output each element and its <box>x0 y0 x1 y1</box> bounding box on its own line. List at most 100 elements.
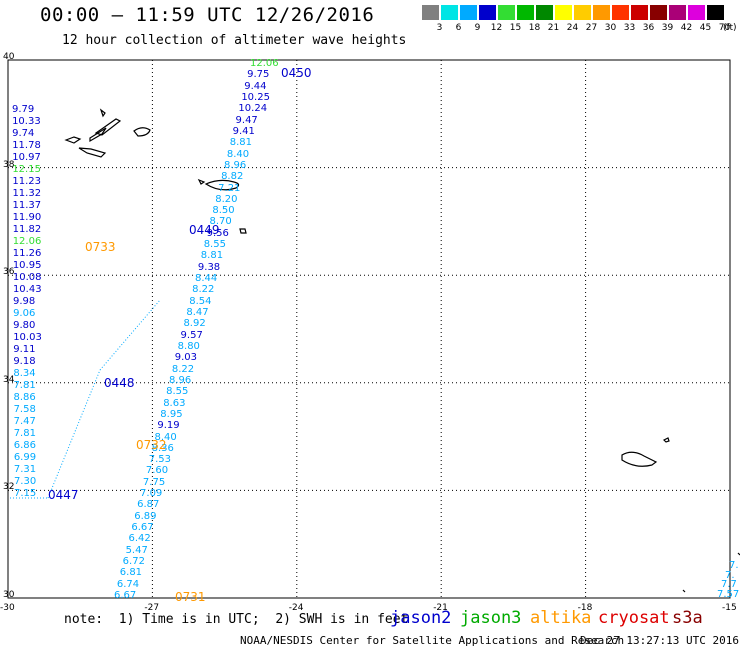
colorbar-swatch <box>669 5 686 20</box>
track-dotted-line <box>99 299 161 371</box>
colorbar-swatch <box>555 5 572 20</box>
wave-height-value: 7.7 <box>721 579 737 591</box>
wave-height-value: 9.79 <box>12 104 35 115</box>
colorbar-swatch <box>631 5 648 20</box>
wave-height-value: 9.03 <box>174 352 198 364</box>
wave-height-value: 6.89 <box>134 510 157 522</box>
wave-height-value: 9.98 <box>13 296 36 307</box>
colorbar-label: 9 <box>474 23 481 33</box>
wave-height-value: 6.67 <box>131 522 154 534</box>
longitude-label: -21 <box>433 603 448 613</box>
wave-height-value: 8.22 <box>192 284 215 296</box>
colorbar-swatch <box>612 5 629 20</box>
longitude-label: -30 <box>0 603 15 613</box>
colorbar-unit: (ft) <box>723 23 737 33</box>
wave-height-value: 8.82 <box>221 171 244 183</box>
wave-height-value: 7. <box>729 560 739 571</box>
wave-height-value: 7.09 <box>140 488 163 500</box>
wave-height-value: 10.25 <box>241 91 270 103</box>
colorbar-swatch <box>498 5 515 20</box>
colorbar-label: 39 <box>661 23 674 33</box>
island-santa-maria <box>239 228 247 234</box>
colorbar-swatch <box>441 5 458 20</box>
wave-height-value: 7.58 <box>13 404 36 415</box>
colorbar-label: 45 <box>699 23 712 33</box>
wave-height-value: 10.97 <box>12 152 41 163</box>
island-pico <box>89 127 107 143</box>
colorbar-swatch <box>460 5 477 20</box>
wave-height-value: 8.22 <box>171 363 195 375</box>
wave-height-value: 6.42 <box>128 533 151 545</box>
wave-height-value: 8.54 <box>189 295 212 307</box>
wave-height-value: 11.32 <box>12 188 42 199</box>
wave-height-value: 6.86 <box>13 440 37 451</box>
pass-time-label: 0732 <box>136 438 167 452</box>
satellite-legend-item: altika <box>530 608 592 628</box>
colorbar-label: 42 <box>680 23 693 33</box>
wave-height-value: 8.50 <box>212 205 235 217</box>
wave-height-value: 8.55 <box>203 239 226 251</box>
island-flores <box>99 108 106 118</box>
wave-height-value: 9.18 <box>13 356 36 367</box>
wave-height-value: 10.08 <box>12 272 42 283</box>
longitude-label: -18 <box>577 603 593 613</box>
pass-time-label: 0450 <box>281 66 312 80</box>
wave-height-value: 8.63 <box>163 397 186 409</box>
wave-height-value: 6.99 <box>13 452 37 463</box>
wave-height-value: 8.20 <box>215 193 238 205</box>
latitude-label: 34 <box>3 374 15 385</box>
colorbar-swatch <box>707 5 724 20</box>
wave-height-value: 10.95 <box>12 260 42 271</box>
footer-timestamp: Dec 27 13:27:13 UTC 2016 <box>580 634 739 647</box>
wave-height-value: 9.47 <box>235 114 258 126</box>
graticule <box>8 60 730 598</box>
wave-height-value: 11.23 <box>12 176 42 187</box>
wave-height-value: 11.90 <box>12 212 42 223</box>
latitude-label: 32 <box>3 482 15 493</box>
wave-height-value: 8.96 <box>223 159 247 171</box>
colorbar-label: 27 <box>585 23 598 33</box>
wave-height-value: 11.37 <box>12 200 42 211</box>
latitude-label: 40 <box>3 52 15 62</box>
satellite-legend-item: jason2 <box>390 608 452 628</box>
longitude-label: -27 <box>144 603 160 613</box>
pass-time-label: 0447 <box>48 488 79 502</box>
wave-height-value: 8.40 <box>226 148 250 160</box>
wave-height-value: 8.40 <box>154 431 177 443</box>
wave-height-value: 8.70 <box>209 216 232 228</box>
wave-height-value: 7.15 <box>14 488 37 499</box>
pass-time-label: 0733 <box>85 240 116 254</box>
altimeter-track-dots <box>10 299 161 499</box>
latitude-label: 38 <box>3 159 15 170</box>
wave-height-value: 7.31 <box>13 464 37 475</box>
latitude-label: 30 <box>3 590 15 600</box>
colorbar-swatch <box>517 5 534 20</box>
wave-height-value: 10.03 <box>13 332 42 343</box>
colorbar-label: 33 <box>623 23 636 33</box>
satellite-legend-item: jason3 <box>460 608 522 628</box>
track-dotted-line <box>47 369 101 499</box>
satellite-legend-item: cryosat <box>598 608 670 628</box>
wave-height-value: 8.34 <box>13 368 36 379</box>
wave-height-value: 11.82 <box>12 224 42 235</box>
legend-note: note: 1) Time is in UTC; 2) SWH is in fe… <box>64 612 409 627</box>
wave-height-value: 9.56 <box>206 227 229 239</box>
wave-height-value: 6.87 <box>137 499 160 511</box>
longitude-label: -15 <box>722 603 737 613</box>
wave-height-value: 7.53 <box>148 454 171 466</box>
colorbar-label: 24 <box>566 23 579 33</box>
wave-height-value: 9.74 <box>12 128 35 139</box>
wave-height-value: 9.38 <box>197 261 221 273</box>
wave-height-value: 8.47 <box>186 307 209 319</box>
pass-time-label: 0449 <box>189 223 220 237</box>
wave-height-value: 7.47 <box>13 416 36 427</box>
wave-height-value: 6.81 <box>119 567 143 579</box>
wave-height-value: 11.26 <box>12 248 42 259</box>
colorbar-swatch <box>536 5 553 20</box>
footer-agency: NOAA/NESDIS Center for Satellite Applica… <box>240 634 625 647</box>
wave-height-value: 7.75 <box>142 476 166 488</box>
latitude-label: 36 <box>3 267 15 278</box>
wave-height-value: 8.95 <box>160 408 183 420</box>
colorbar-swatch <box>422 5 439 20</box>
wave-height-value: 9.44 <box>244 80 267 92</box>
